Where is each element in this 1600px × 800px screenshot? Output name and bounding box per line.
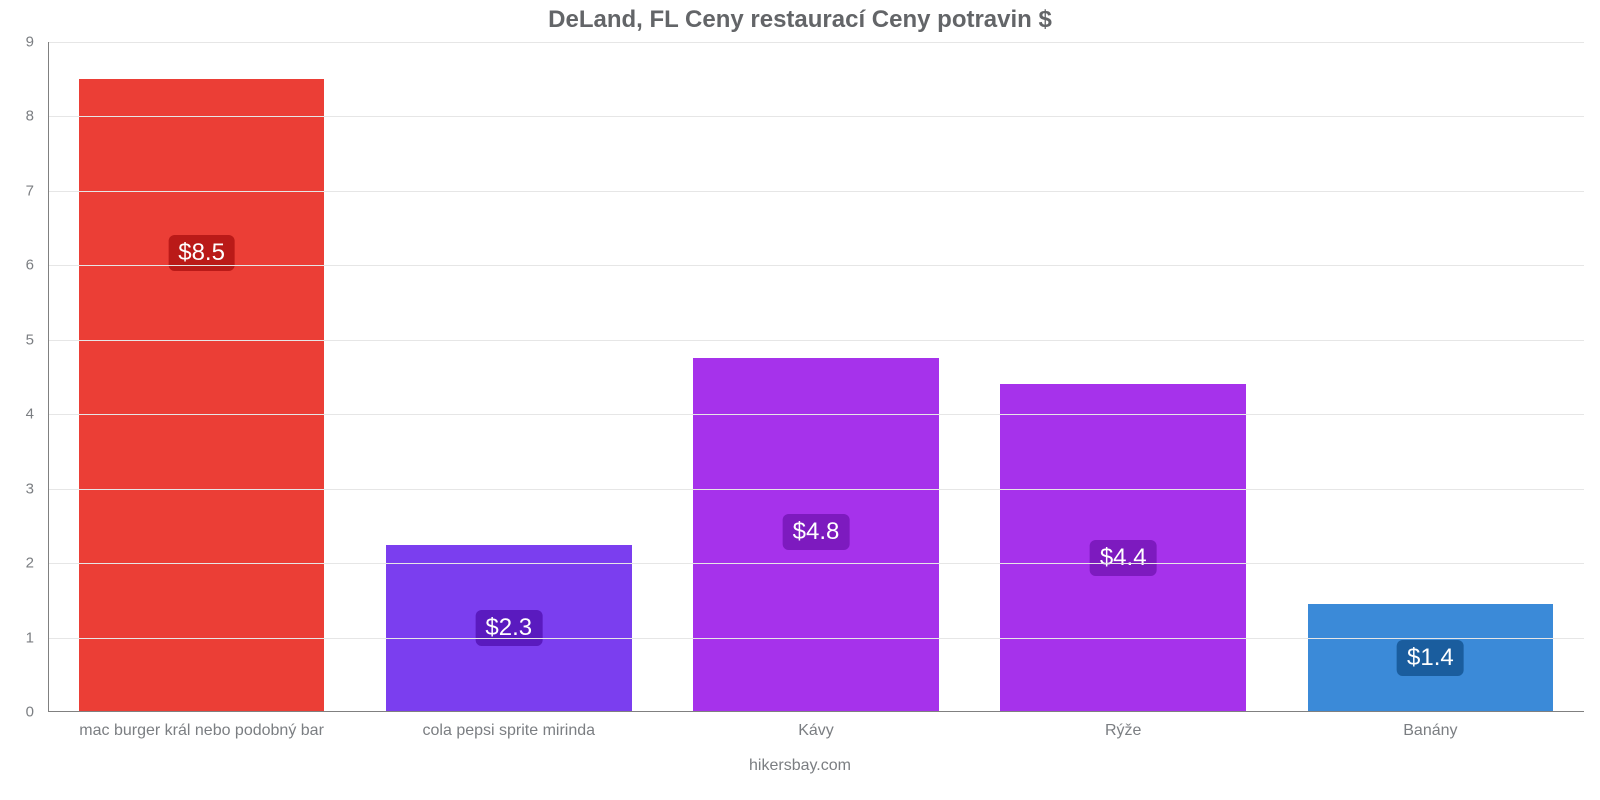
grid-line <box>48 638 1584 639</box>
x-tick-label: Rýže <box>1105 722 1141 740</box>
y-tick-label: 2 <box>26 555 34 572</box>
y-tick-label: 5 <box>26 331 34 348</box>
y-tick-label: 1 <box>26 629 34 646</box>
grid-line <box>48 340 1584 341</box>
x-tick-label: cola pepsi sprite mirinda <box>423 722 596 740</box>
grid-line <box>48 116 1584 117</box>
grid-line <box>48 563 1584 564</box>
x-tick-label: mac burger král nebo podobný bar <box>79 722 324 740</box>
chart-title: DeLand, FL Ceny restaurací Ceny potravin… <box>0 6 1600 34</box>
bar-value-label: $1.4 <box>1397 640 1464 676</box>
y-tick-label: 9 <box>26 34 34 51</box>
bars-layer: $8.5 $2.3 $4.8 $4.4 $1.4 <box>48 42 1584 712</box>
price-chart: DeLand, FL Ceny restaurací Ceny potravin… <box>0 0 1600 800</box>
bar: $2.3 <box>386 545 632 713</box>
y-tick-label: 4 <box>26 406 34 423</box>
y-tick-label: 8 <box>26 108 34 125</box>
bar: $1.4 <box>1308 604 1554 712</box>
grid-line <box>48 265 1584 266</box>
plot-area: $8.5$2.3$4.8$4.4$1.4 0123456789mac burge… <box>48 42 1584 712</box>
bar-value-label: $4.8 <box>783 514 850 550</box>
grid-line <box>48 191 1584 192</box>
y-tick-label: 3 <box>26 480 34 497</box>
bar: $4.8 <box>693 358 939 712</box>
bar: $8.5 <box>79 79 325 712</box>
grid-line <box>48 489 1584 490</box>
x-axis-line <box>48 711 1584 712</box>
x-tick-label: Kávy <box>798 722 834 740</box>
grid-line <box>48 414 1584 415</box>
y-axis-line <box>48 42 49 712</box>
y-tick-label: 0 <box>26 704 34 721</box>
bar: $4.4 <box>1000 384 1246 712</box>
bar-value-label: $2.3 <box>475 610 542 646</box>
footer-credit: hikersbay.com <box>0 757 1600 775</box>
x-tick-label: Banány <box>1403 722 1457 740</box>
grid-line <box>48 42 1584 43</box>
bar-value-label: $4.4 <box>1090 540 1157 576</box>
y-tick-label: 6 <box>26 257 34 274</box>
y-tick-label: 7 <box>26 182 34 199</box>
